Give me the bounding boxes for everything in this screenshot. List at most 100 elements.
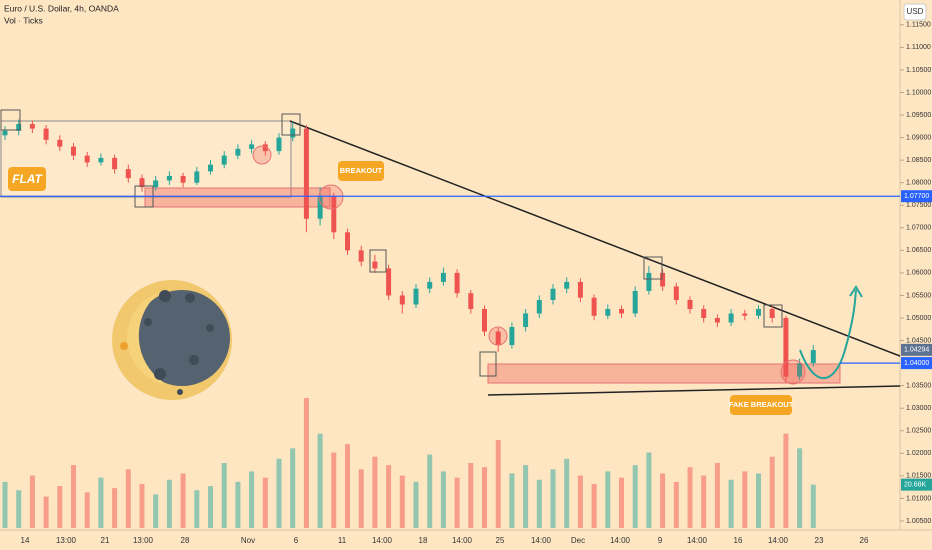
candle-body (303, 128, 309, 219)
volume-bar (769, 456, 775, 528)
candle-body (660, 272, 666, 287)
candle-body (98, 157, 104, 163)
price-line-tag-label: 1.04000 (904, 360, 929, 367)
volume-bar (139, 483, 145, 528)
support-zone (144, 187, 331, 208)
candle-body (358, 250, 364, 262)
pivot-boxes (0, 109, 783, 377)
candle-body (345, 232, 350, 251)
y-tick-label: 1.11000 (906, 44, 931, 51)
candle-body (71, 146, 76, 156)
volume-bar (2, 481, 8, 528)
crater (185, 293, 195, 303)
candle-body (317, 196, 323, 219)
y-tick-label: 1.08000 (906, 180, 931, 187)
x-tick-label: 14:00 (452, 536, 473, 545)
volume-bar (756, 473, 761, 528)
y-tick-label: 1.01500 (906, 473, 931, 480)
candle-body (619, 308, 624, 314)
volume-bar (619, 477, 624, 528)
last-volume-label: 20.68K (904, 481, 927, 488)
x-tick-label: 14:00 (768, 536, 789, 545)
volume-bar (673, 481, 679, 528)
volume-bar (235, 481, 241, 528)
volume-bar (509, 473, 515, 528)
moon (134, 290, 230, 386)
circles (252, 145, 806, 385)
lower-trend-line (487, 385, 901, 396)
volume-bar (208, 486, 213, 528)
marker-circle (780, 359, 806, 385)
marker-circle (252, 145, 272, 165)
volume-bar (290, 448, 296, 528)
x-tick-label: 23 (815, 536, 824, 545)
flat-label: FLAT (12, 172, 43, 186)
candle-body (742, 313, 748, 316)
candle-body (523, 313, 529, 328)
volume-bar (536, 479, 542, 528)
crater (206, 324, 214, 332)
x-tick-label: 16 (734, 536, 743, 545)
x-tick-label: 14 (21, 536, 30, 545)
candle-body (399, 295, 405, 305)
y-tick-label: 1.11500 (906, 22, 931, 29)
moon-crescent (127, 292, 168, 385)
currency-button[interactable] (903, 3, 927, 21)
y-tick-label: 1.06500 (906, 247, 931, 254)
y-tick-label: 1.05500 (906, 292, 931, 299)
volume-bar (564, 458, 570, 528)
candle-body (577, 281, 583, 298)
volume-bar (180, 473, 186, 528)
volume-bar (468, 463, 474, 528)
volume-bar (482, 467, 487, 528)
y-tick-label: 1.05000 (906, 315, 931, 322)
volume-bar (399, 475, 405, 528)
y-tick-label: 1.09000 (906, 134, 931, 141)
volume-bar (797, 448, 803, 528)
x-tick-label: 13:00 (133, 536, 154, 545)
volume-bar (98, 477, 104, 528)
breakout-label-box (338, 161, 384, 181)
volume-bar (345, 444, 350, 528)
candle-body (276, 137, 282, 152)
y-tick-label: 1.00500 (906, 518, 931, 525)
last-price-tag-box (901, 343, 932, 356)
candle-body (180, 175, 186, 183)
fake-breakout-label-box (730, 395, 792, 415)
x-tick-label: 13:00 (56, 536, 77, 545)
candle-body (564, 281, 570, 289)
x-tick-label: 18 (419, 536, 428, 545)
price-line-tag-label: 1.07700 (904, 193, 929, 200)
candle-body (783, 318, 789, 377)
volume-bar (605, 471, 611, 528)
volume-bar (632, 465, 638, 528)
candle-body (509, 327, 515, 346)
demand-zone (487, 363, 841, 384)
volume-bar (112, 488, 118, 528)
candle-body (235, 148, 241, 156)
candle-body (386, 268, 392, 296)
candle-body (2, 130, 8, 136)
candle-body (249, 144, 255, 149)
currency-label[interactable]: USD (907, 7, 924, 16)
volume-bar (660, 473, 666, 528)
crater (159, 290, 171, 302)
moon-craters (144, 290, 214, 395)
y-tick-label: 1.10000 (906, 89, 931, 96)
pivot-box (281, 113, 301, 136)
candle-body (756, 308, 761, 316)
x-tick-label: 14:00 (610, 536, 631, 545)
volume-bar (386, 465, 392, 528)
y-tick-label: 1.06000 (906, 270, 931, 277)
candle-body (84, 155, 90, 163)
volume-bar (728, 479, 734, 528)
y-tick-label: 1.07000 (906, 225, 931, 232)
y-tick-label: 1.02000 (906, 450, 931, 457)
chart-title: Euro / U.S. Dollar, 4h, OANDA (4, 3, 119, 13)
last-price-tag-label: 1.04294 (904, 347, 929, 354)
candle-body (550, 288, 556, 300)
candle-body (57, 139, 63, 147)
candle-body (372, 261, 378, 269)
